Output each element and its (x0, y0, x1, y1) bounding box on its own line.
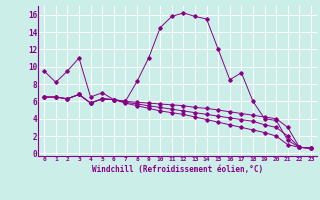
X-axis label: Windchill (Refroidissement éolien,°C): Windchill (Refroidissement éolien,°C) (92, 165, 263, 174)
